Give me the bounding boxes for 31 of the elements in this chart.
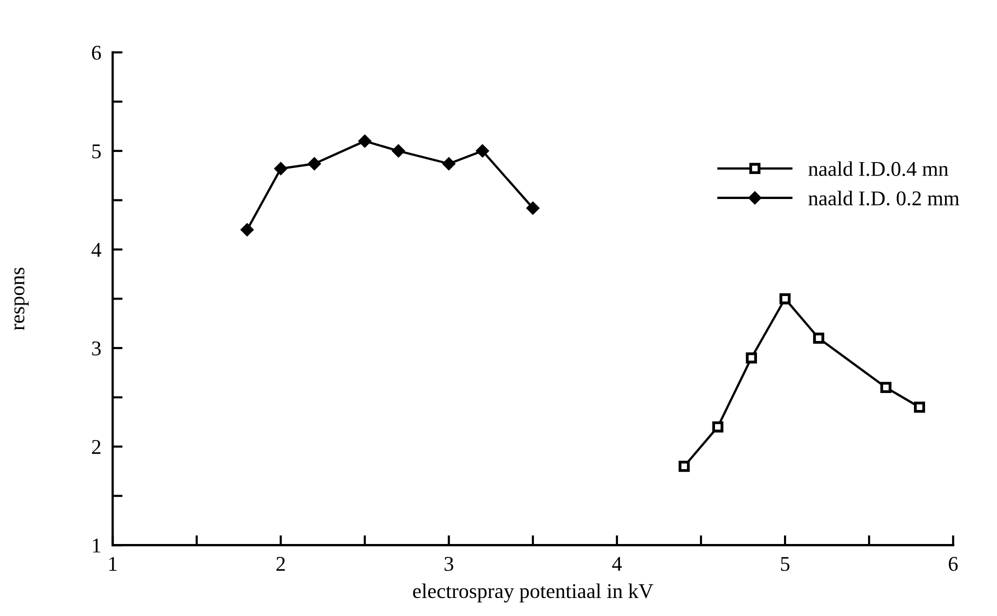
point (880, 382, 892, 394)
point (442, 157, 456, 170)
point (476, 144, 489, 158)
point (914, 402, 926, 413)
x-axis-title: electrospray potentiaal in kV (413, 584, 654, 602)
point (274, 162, 288, 175)
x-tick-label: 4 (612, 557, 622, 571)
legend-label: naald I.D. 0.2 mm (808, 190, 960, 206)
y-tick-label: 5 (92, 144, 101, 158)
x-tick-label: 2 (276, 556, 285, 571)
y-tick-label: 6 (92, 46, 101, 60)
point (308, 157, 321, 170)
point (358, 134, 372, 148)
x-tick-label: 3 (444, 556, 454, 571)
point (392, 144, 405, 158)
y-tick-label: 3 (92, 341, 101, 356)
legend-label: naald I.D.0.4 mn (808, 161, 948, 176)
point (526, 202, 540, 214)
point (712, 421, 724, 432)
x-tick-label: 5 (781, 557, 790, 571)
point (240, 223, 254, 236)
y-tick-label: 1 (92, 538, 100, 552)
y-tick-label: 4 (92, 242, 102, 257)
x-tick-label: 6 (948, 556, 958, 571)
x-tick-label: 1 (109, 556, 117, 571)
y-axis-title: respons (14, 268, 29, 330)
point (746, 352, 757, 364)
point (813, 332, 824, 344)
point (779, 293, 791, 304)
y-tick-label: 2 (92, 440, 100, 454)
point (678, 460, 690, 472)
